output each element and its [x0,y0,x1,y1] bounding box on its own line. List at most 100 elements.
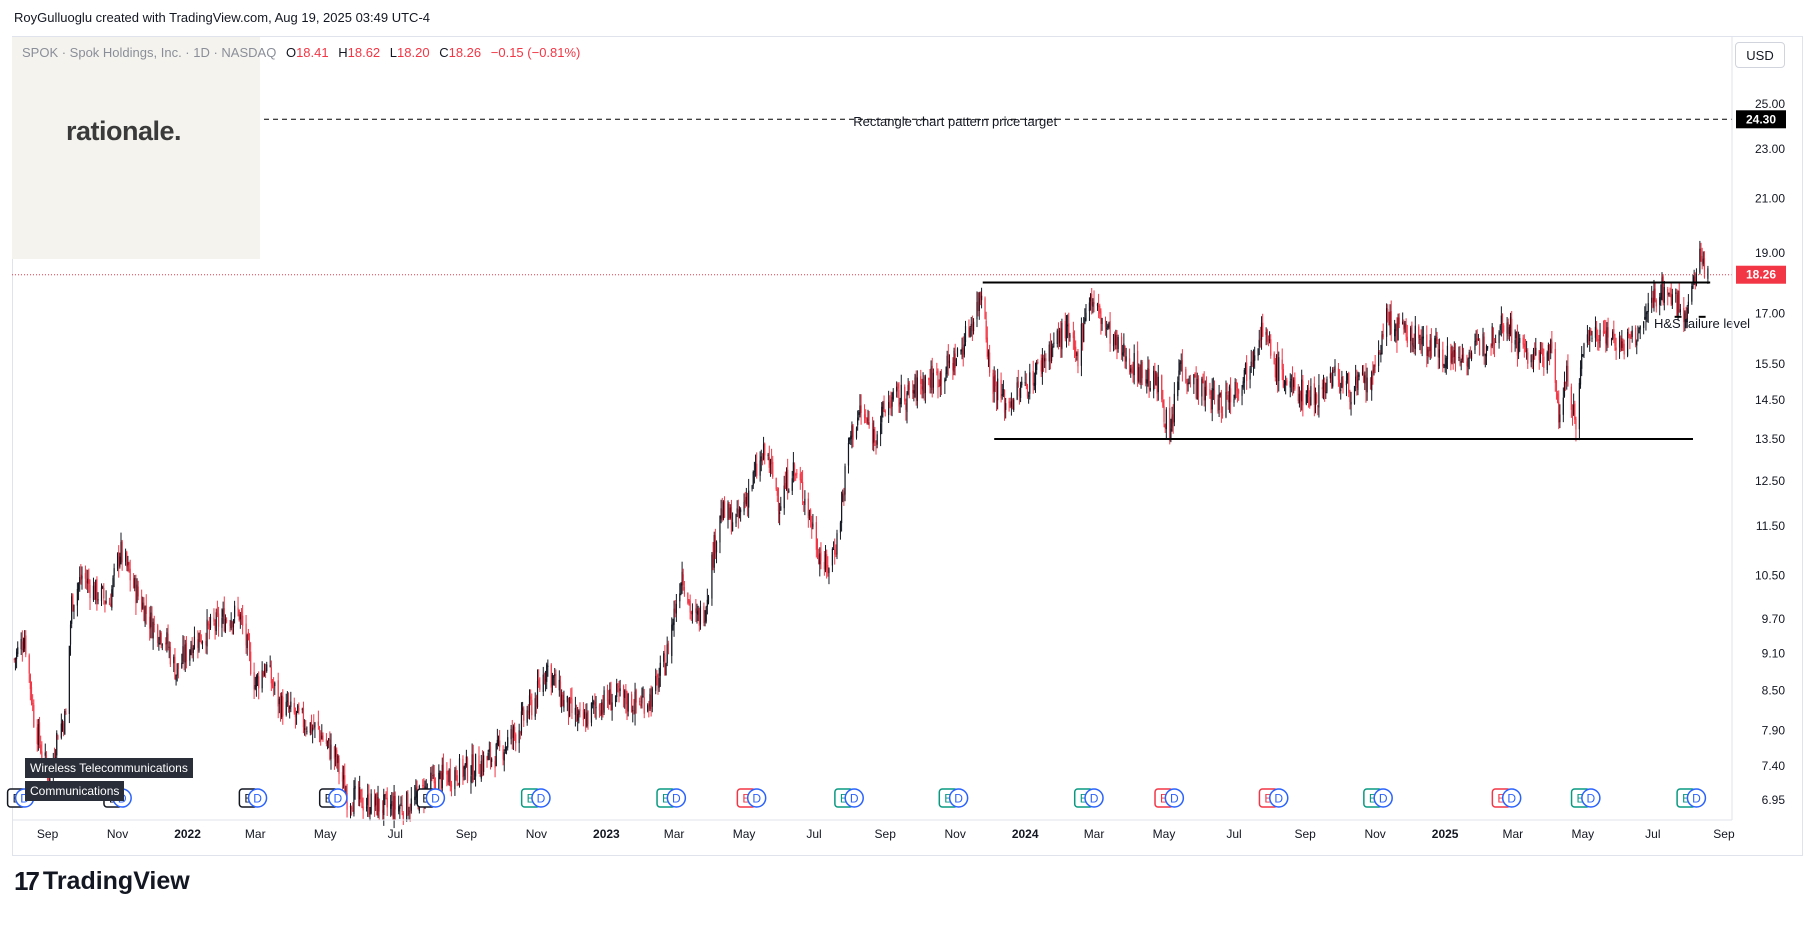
candle [882,400,884,418]
candle [1056,328,1058,348]
candle [906,391,908,424]
dividend-marker[interactable]: D [1581,788,1601,808]
candle [1259,326,1262,348]
candle [1088,297,1091,321]
candle [481,750,484,777]
dividend-marker[interactable]: D [328,788,348,808]
candle [393,784,395,829]
candle [318,725,321,743]
dividend-marker[interactable]: D [1501,788,1522,808]
candle [788,488,790,494]
candle [407,790,409,816]
candle [1179,360,1181,375]
candle [1314,387,1317,414]
dividend-marker[interactable]: D [746,788,767,808]
candle [847,437,850,474]
y-tick-label: 23.00 [1755,142,1785,156]
x-tick-label: Sep [37,827,59,841]
dividend-marker[interactable]: D [1686,788,1707,808]
candle [213,608,215,626]
candle [1535,337,1537,357]
candle [1306,384,1309,404]
candle [282,689,284,725]
candle [1112,333,1115,352]
sector-tag[interactable]: Communications [25,781,125,801]
candle [1137,341,1139,387]
candle [979,291,982,306]
candle [1072,321,1074,350]
tradingview-logo[interactable]: 17 TradingView [14,866,190,897]
candle [491,757,493,768]
candle [344,763,346,797]
candle [1636,339,1638,355]
dividend-marker[interactable]: D [948,788,969,808]
candle [432,764,434,779]
candle [410,787,412,814]
candle [1060,320,1062,358]
candle [1353,385,1356,405]
candle [1357,371,1359,396]
candle [1410,325,1412,353]
candle [322,732,324,742]
candle [1550,338,1552,360]
candle [968,319,970,338]
candle [1562,387,1564,423]
candle [1025,373,1027,390]
dividend-marker[interactable]: D [531,788,551,808]
target-annotation[interactable]: Rectangle chart pattern price target [853,114,1057,129]
x-tick-label: Sep [875,827,897,841]
candle [398,795,400,815]
candle [375,793,377,812]
dividend-marker[interactable]: D [1084,788,1104,808]
candle [519,730,521,740]
dividend-marker[interactable]: D [1164,788,1185,808]
candle [1164,423,1166,433]
currency-button[interactable]: USD [1735,42,1785,68]
industry-tag[interactable]: Wireless Telecommunications [25,758,193,778]
candle [672,618,674,631]
candle [145,594,147,625]
candle [1234,378,1236,400]
dividend-marker[interactable]: D [1373,788,1393,808]
candle [1156,372,1158,402]
candle [913,384,915,402]
candle [1422,325,1424,347]
candle [616,678,618,703]
dividend-marker[interactable]: D [844,788,864,808]
dividend-marker[interactable]: D [247,788,268,808]
candle [1029,363,1031,400]
candle [523,706,525,727]
dividend-marker[interactable]: D [425,788,446,808]
candle [530,689,532,706]
candle [865,409,867,424]
hs-failure-annotation[interactable]: H&S failure level [1654,316,1750,331]
close-label: C [439,45,449,60]
candle [333,745,336,770]
candle [456,770,458,787]
candle [1330,372,1333,389]
candle [554,667,556,686]
candle [1390,300,1392,342]
candle [144,605,146,627]
candle [753,461,755,484]
candle [1202,373,1204,384]
candle [184,639,186,672]
dividend-marker[interactable]: D [1269,788,1289,808]
candle [359,775,361,807]
candle [1613,320,1615,344]
candle [1028,391,1030,404]
candle [542,666,544,697]
candle [867,409,869,425]
candle [614,695,617,707]
dividend-marker[interactable]: D [666,788,687,808]
candle [827,556,829,577]
candle [81,566,83,590]
candle [84,565,87,589]
candle [1412,337,1414,353]
candle [590,702,593,727]
candle [1173,382,1175,427]
candle [908,380,910,399]
candle [682,568,684,591]
candle [818,548,820,565]
